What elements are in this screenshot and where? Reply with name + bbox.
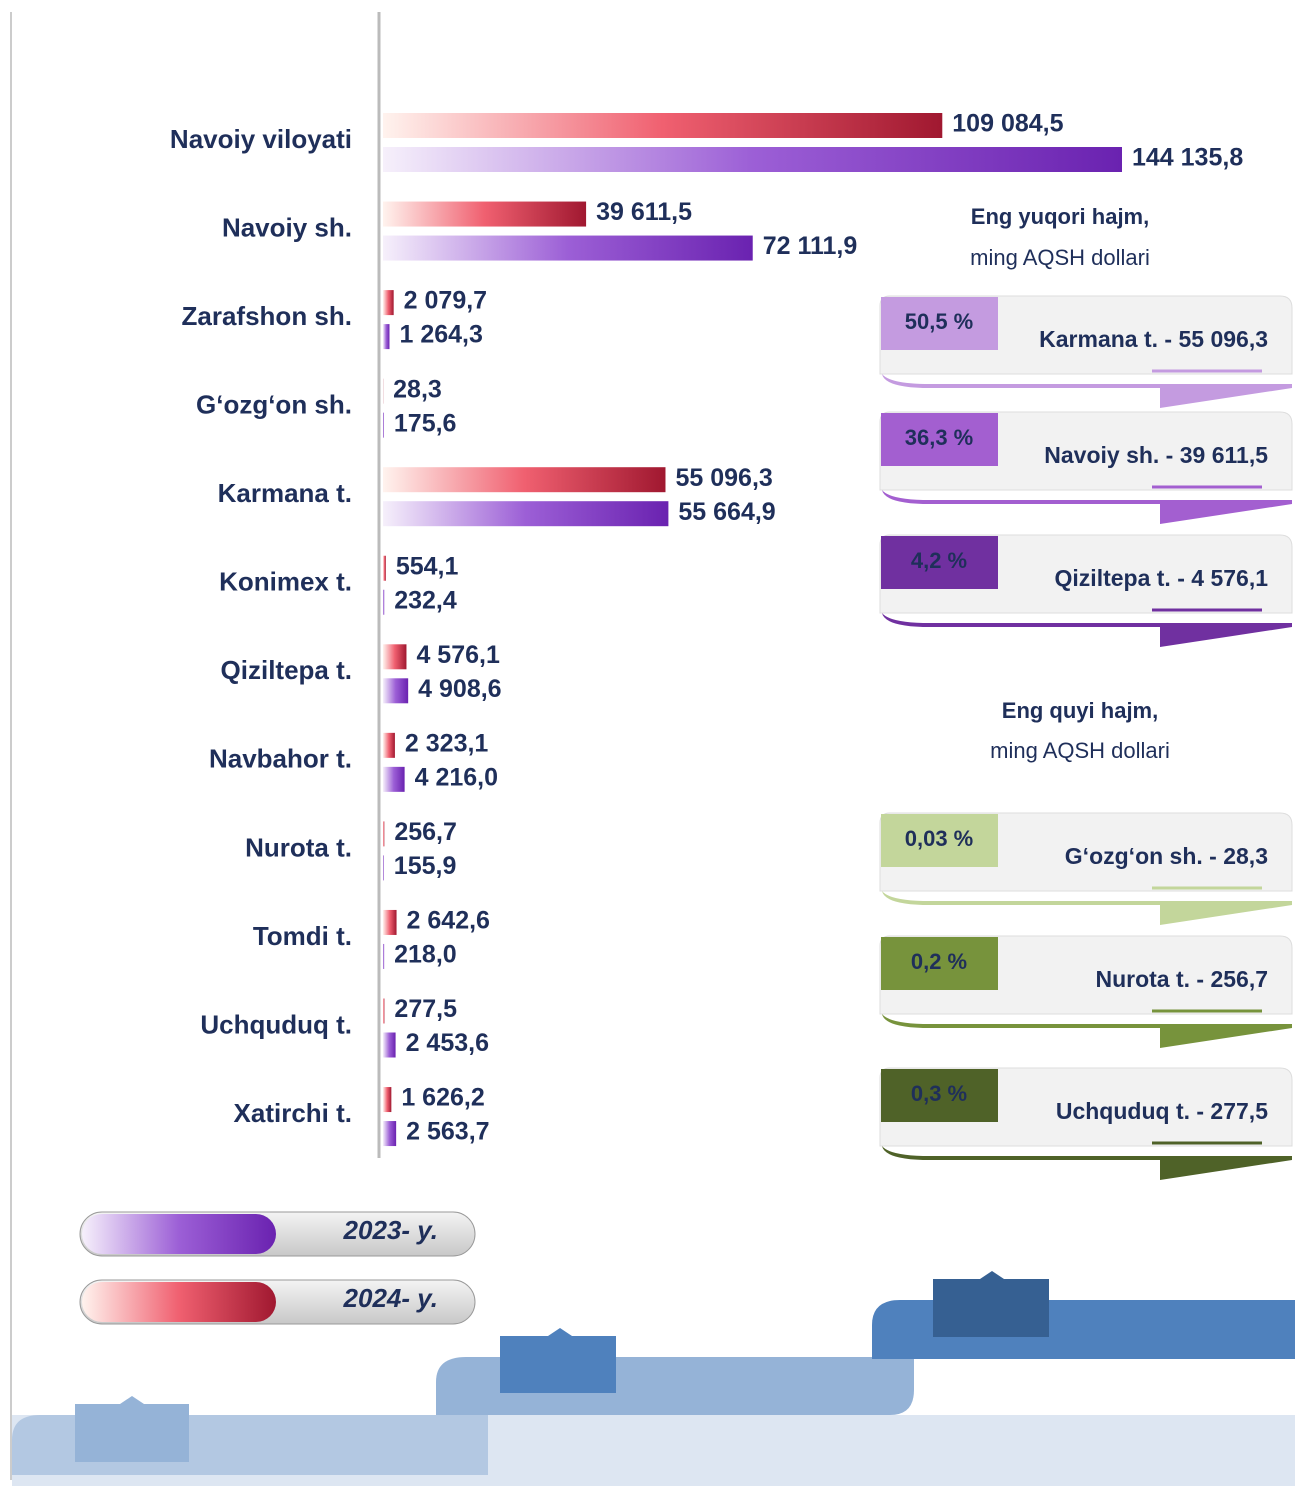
bar bbox=[383, 944, 384, 969]
category-label: Xatirchi t. bbox=[234, 1098, 352, 1128]
bar bbox=[383, 910, 397, 935]
value-label: 554,1 bbox=[396, 552, 459, 580]
category-label: Uchquduq t. bbox=[200, 1009, 352, 1039]
value-label: 277,5 bbox=[394, 995, 457, 1023]
bar bbox=[383, 236, 753, 261]
category-label: Zarafshon sh. bbox=[182, 301, 352, 331]
panel-share: 4,2 % bbox=[911, 548, 967, 573]
value-label: 218,0 bbox=[394, 941, 457, 969]
bar bbox=[383, 999, 384, 1024]
bar bbox=[383, 147, 1122, 172]
bar bbox=[383, 733, 395, 758]
category-label: Navoiy sh. bbox=[222, 212, 352, 242]
legend-label: 2023- y. bbox=[343, 1215, 438, 1245]
bar bbox=[383, 767, 405, 792]
panel-label: Karmana t. - 55 096,3 bbox=[1039, 326, 1268, 352]
bar bbox=[383, 413, 384, 438]
category-label: Qiziltepa t. bbox=[221, 655, 352, 685]
panel-unit: ming AQSH dollari bbox=[970, 245, 1150, 270]
bar bbox=[383, 1087, 391, 1112]
bar bbox=[383, 644, 406, 669]
bar bbox=[383, 821, 384, 846]
value-label: 2 323,1 bbox=[405, 729, 489, 757]
legend-label: 2024- y. bbox=[343, 1283, 438, 1313]
panel-ribbon bbox=[882, 1014, 1292, 1048]
bar bbox=[383, 324, 389, 349]
panel-title: Eng quyi hajm, bbox=[1002, 698, 1158, 723]
value-label: 109 084,5 bbox=[952, 110, 1063, 138]
panel-share: 50,5 % bbox=[905, 309, 974, 334]
panel-ribbon bbox=[882, 891, 1292, 925]
category-label: Karmana t. bbox=[218, 478, 352, 508]
panel-label: Navoiy sh. - 39 611,5 bbox=[1044, 442, 1268, 468]
panel-ribbon bbox=[882, 490, 1292, 524]
chart: Eng yuqori hajm, ming AQSH dollari Eng q… bbox=[0, 0, 1295, 1486]
page: Eng yuqori hajm, ming AQSH dollari Eng q… bbox=[0, 0, 1295, 1486]
value-label: 4 216,0 bbox=[415, 763, 498, 791]
legend-swatch bbox=[82, 1214, 276, 1254]
bar bbox=[383, 590, 384, 615]
value-label: 1 264,3 bbox=[399, 321, 482, 349]
bar bbox=[383, 1033, 396, 1058]
value-label: 1 626,2 bbox=[401, 1084, 484, 1112]
panel-share: 36,3 % bbox=[905, 425, 974, 450]
value-label: 55 664,9 bbox=[678, 498, 775, 526]
category-label: Nurota t. bbox=[245, 832, 352, 862]
panel-label: Nurota t. - 256,7 bbox=[1095, 966, 1268, 992]
value-label: 155,9 bbox=[394, 852, 457, 880]
value-label: 2 079,7 bbox=[404, 287, 487, 315]
panel-label: Uchquduq t. - 277,5 bbox=[1056, 1098, 1268, 1124]
bar bbox=[383, 855, 384, 880]
panel-ribbon bbox=[882, 374, 1292, 408]
value-label: 144 135,8 bbox=[1132, 144, 1243, 172]
category-label: Navbahor t. bbox=[209, 744, 352, 774]
panel-unit: ming AQSH dollari bbox=[990, 738, 1170, 763]
value-label: 232,4 bbox=[394, 586, 457, 614]
value-label: 72 111,9 bbox=[763, 232, 858, 260]
bar bbox=[383, 501, 668, 526]
value-label: 2 642,6 bbox=[407, 907, 490, 935]
bar bbox=[383, 1121, 396, 1146]
category-label: Tomdi t. bbox=[253, 921, 352, 951]
category-label: Konimex t. bbox=[219, 567, 352, 597]
bar bbox=[383, 113, 942, 138]
category-label: G‘ozg‘on sh. bbox=[196, 390, 352, 420]
value-label: 39 611,5 bbox=[596, 198, 692, 226]
panel-title: Eng yuqori hajm, bbox=[971, 204, 1149, 229]
value-label: 4 908,6 bbox=[418, 675, 501, 703]
value-label: 4 576,1 bbox=[416, 641, 500, 669]
panel-share: 0,03 % bbox=[905, 826, 974, 851]
panel-share: 0,3 % bbox=[911, 1081, 967, 1106]
value-label: 2 453,6 bbox=[406, 1029, 489, 1057]
panel-label: G‘ozg‘on sh. - 28,3 bbox=[1065, 843, 1268, 869]
panel-ribbon bbox=[882, 1146, 1292, 1180]
bar bbox=[383, 467, 665, 492]
value-label: 2 563,7 bbox=[406, 1118, 489, 1146]
bar bbox=[383, 202, 586, 227]
panel-label: Qiziltepa t. - 4 576,1 bbox=[1055, 565, 1269, 591]
bar bbox=[383, 678, 408, 703]
legend-swatch bbox=[82, 1282, 276, 1322]
value-label: 55 096,3 bbox=[675, 464, 772, 492]
category-label: Navoiy viloyati bbox=[170, 124, 352, 154]
bar bbox=[383, 556, 386, 581]
panel-share: 0,2 % bbox=[911, 949, 967, 974]
value-label: 175,6 bbox=[394, 409, 457, 437]
value-label: 28,3 bbox=[393, 375, 442, 403]
bar bbox=[383, 290, 394, 315]
panel-ribbon bbox=[882, 613, 1292, 647]
value-label: 256,7 bbox=[394, 818, 457, 846]
